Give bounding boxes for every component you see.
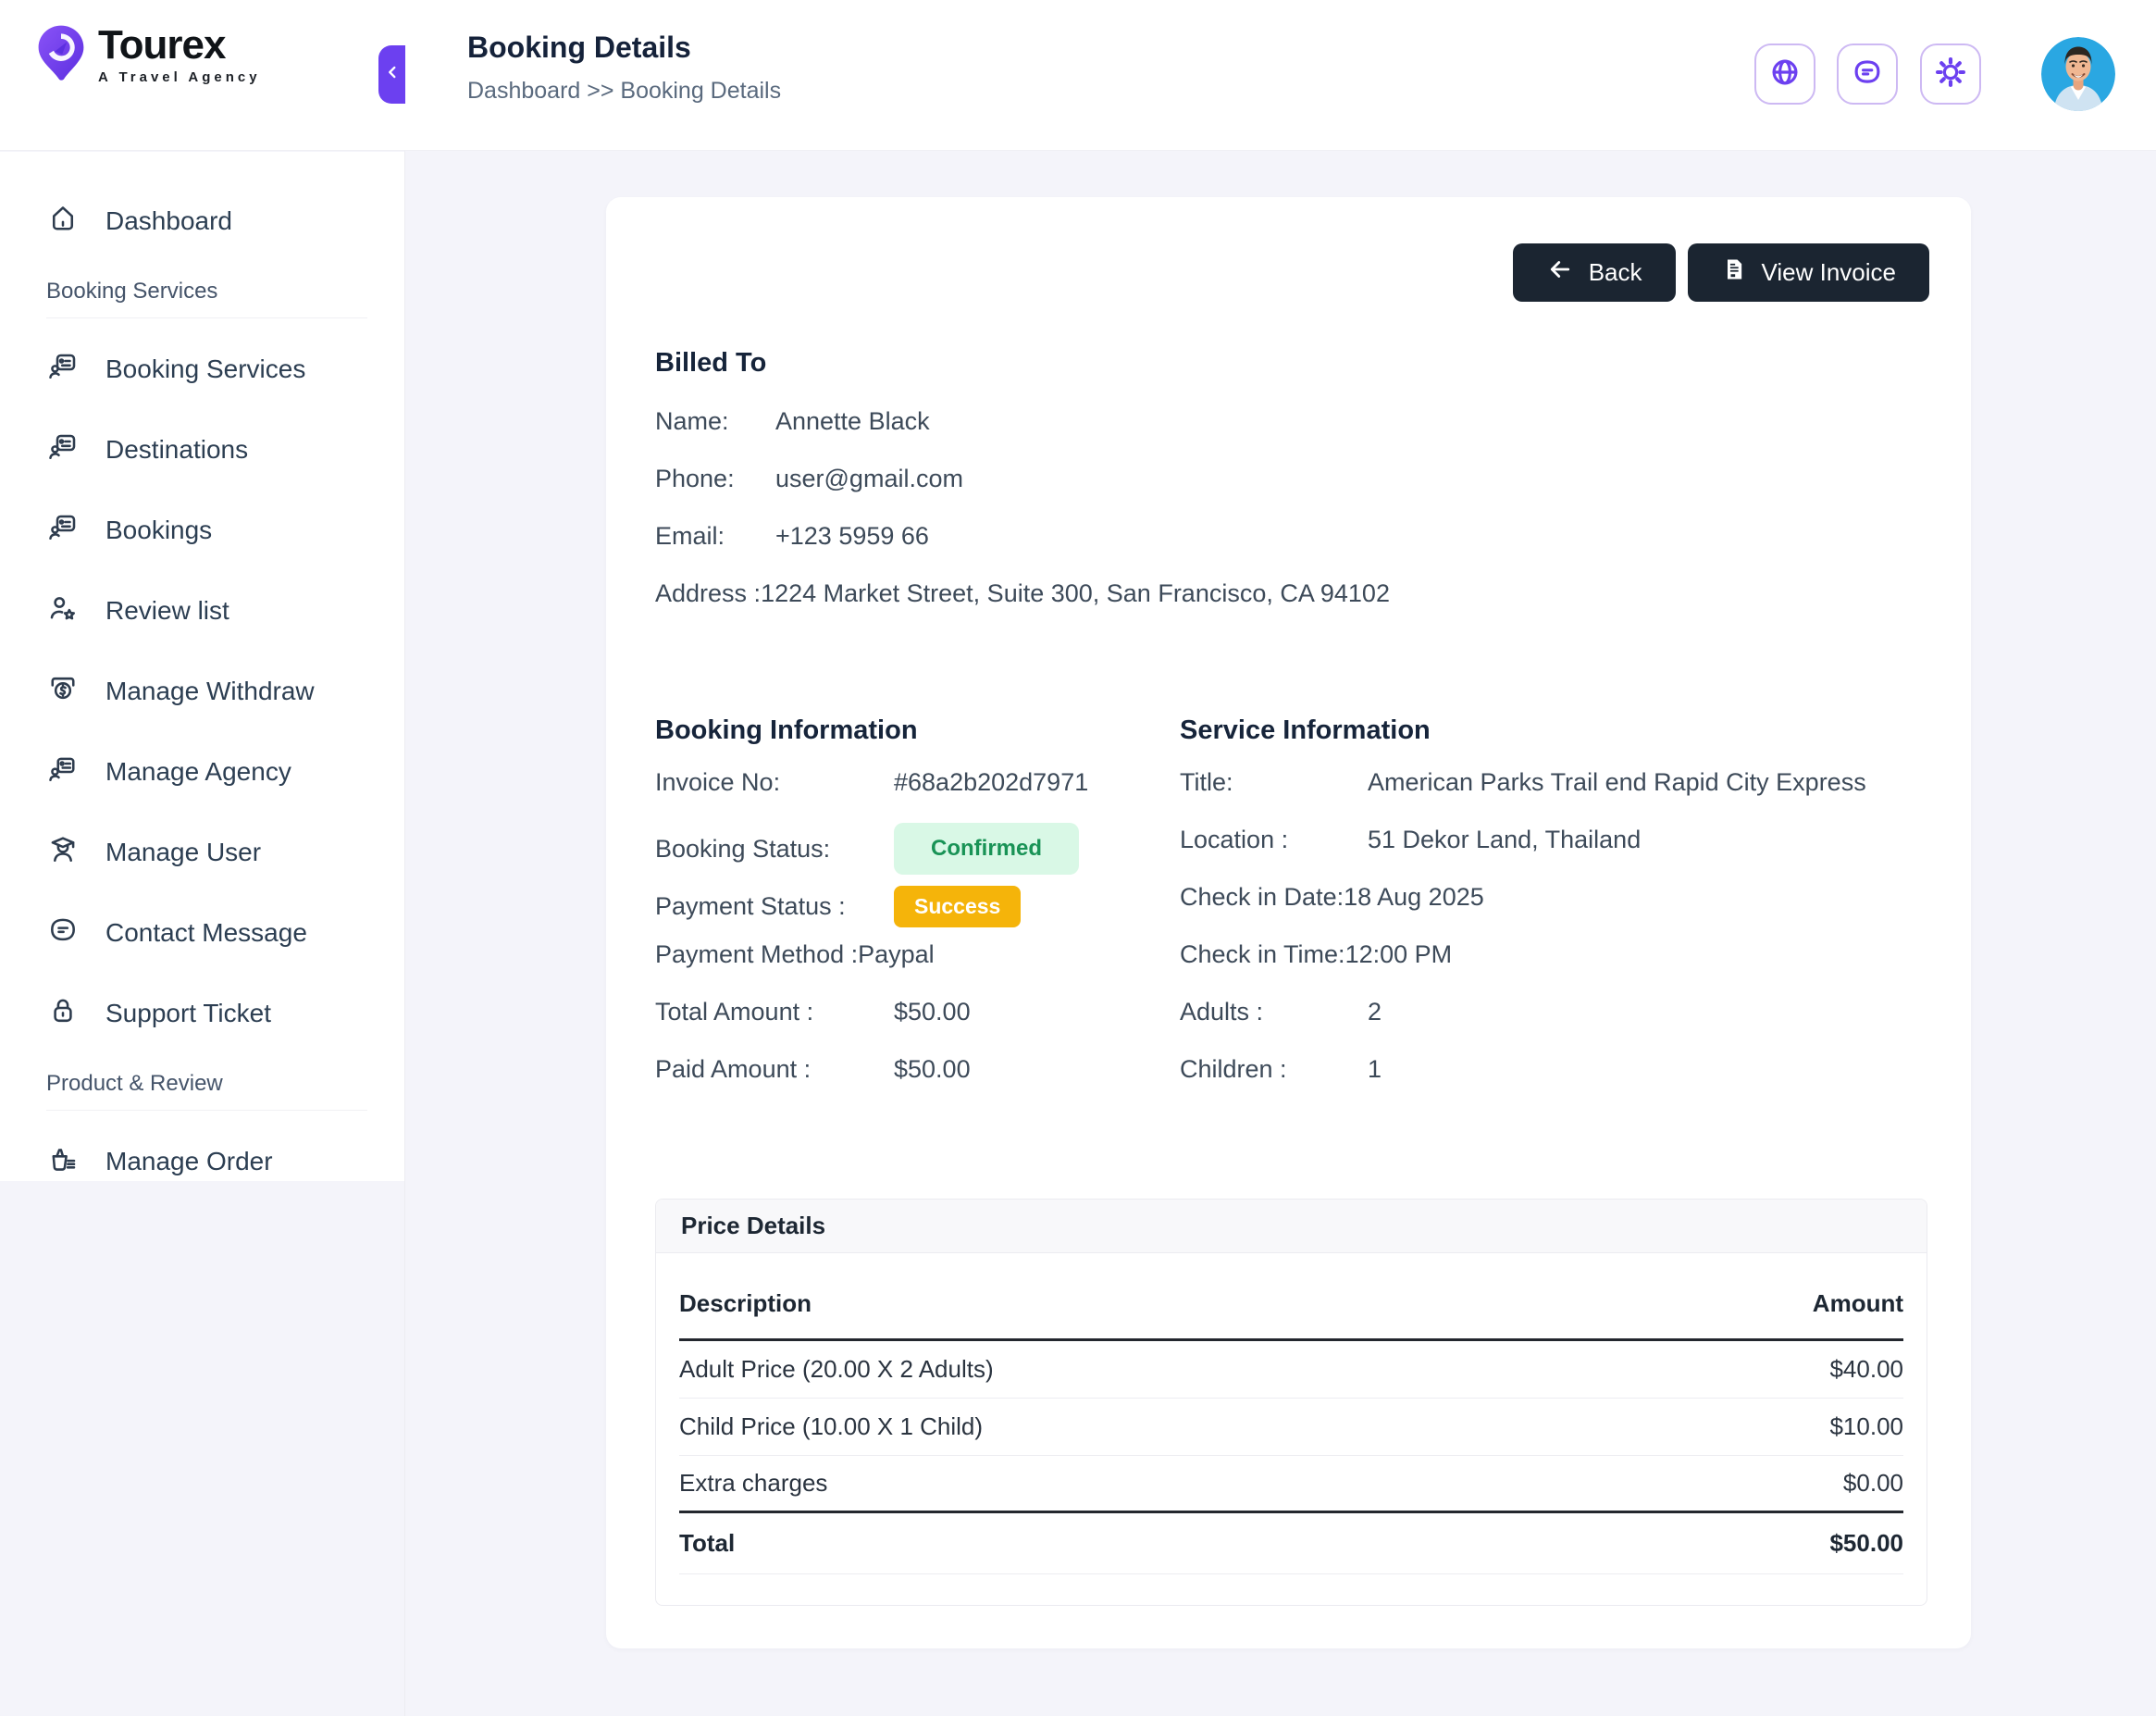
price-details-box: Price Details Description Amount Adult P… [655, 1199, 1927, 1606]
invoice-no-row: Invoice No: #68a2b202d7971 [655, 764, 1088, 801]
sidebar-section-product-review: Product & Review [46, 1071, 404, 1097]
sidebar-item-booking-services[interactable]: Booking Services [46, 346, 404, 392]
sidebar-item-bookings[interactable]: Bookings [46, 507, 404, 553]
sidebar-item-label: Destinations [105, 435, 248, 465]
back-button[interactable]: Back [1513, 243, 1676, 302]
sidebar-item-label: Dashboard [105, 206, 232, 236]
sidebar-item-contact-message[interactable]: Contact Message [46, 910, 404, 956]
graduate-icon [46, 833, 80, 873]
brand-logo[interactable]: Tourex A Travel Agency [37, 24, 261, 86]
invoice-document-icon [1721, 256, 1747, 289]
chat-person-icon [46, 430, 80, 470]
sidebar-item-label: Contact Message [105, 918, 307, 948]
children-row: Children : 1 [1180, 1051, 1382, 1088]
breadcrumb[interactable]: Dashboard >> Booking Details [467, 78, 781, 105]
chevron-left-icon [382, 62, 403, 87]
sidebar-item-label: Manage Agency [105, 757, 291, 787]
billed-to-heading: Billed To [655, 348, 766, 379]
billed-phone-row: Phone: user@gmail.com [655, 460, 963, 497]
billed-name-row: Name: Annette Black [655, 403, 930, 440]
language-button[interactable] [1754, 44, 1815, 105]
booking-status-badge: Confirmed [894, 823, 1079, 875]
gear-icon [1933, 55, 1968, 94]
sidebar: Dashboard Booking Services Booking Servi… [0, 152, 404, 1181]
sidebar-divider [46, 317, 367, 318]
sidebar-item-label: Bookings [105, 516, 212, 545]
sidebar-item-dashboard[interactable]: Dashboard [46, 198, 404, 244]
billed-address-row: Address : 1224 Market Street, Suite 300,… [655, 575, 1390, 612]
top-header: Tourex A Travel Agency Booking Details D… [0, 0, 2156, 151]
payment-status-badge: Success [894, 886, 1021, 927]
check-in-date-row: Check in Date: 18 Aug 2025 [1180, 878, 1484, 915]
service-location-row: Location : 51 Dekor Land, Thailand [1180, 821, 1641, 858]
lock-icon [46, 994, 80, 1034]
sidebar-item-manage-agency[interactable]: Manage Agency [46, 749, 404, 795]
sidebar-item-label: Review list [105, 596, 229, 626]
home-icon [46, 202, 80, 242]
billed-email-row: Email: +123 5959 66 [655, 517, 929, 554]
person-star-icon [46, 591, 80, 631]
table-row: Adult Price (20.00 X 2 Adults) $40.00 [679, 1341, 1903, 1399]
globe-icon [1767, 55, 1803, 94]
sidebar-item-support-ticket[interactable]: Support Ticket [46, 990, 404, 1037]
column-description: Description [679, 1289, 812, 1318]
sidebar-item-label: Manage Withdraw [105, 677, 315, 706]
sidebar-divider [46, 1110, 367, 1111]
sidebar-item-manage-user[interactable]: Manage User [46, 829, 404, 876]
check-in-time-row: Check in Time: 12:00 PM [1180, 936, 1452, 973]
brand-name: Tourex [98, 25, 261, 66]
price-table: Description Amount Adult Price (20.00 X … [656, 1253, 1927, 1574]
total-amount-row: Total Amount : $50.00 [655, 993, 971, 1030]
brand-pin-icon [37, 24, 85, 86]
page-title: Booking Details [467, 31, 781, 65]
settings-button[interactable] [1920, 44, 1981, 105]
sidebar-border-line [404, 0, 405, 1716]
table-total-row: Total $50.00 [679, 1513, 1903, 1574]
price-details-heading: Price Details [656, 1200, 1927, 1253]
messages-button[interactable] [1837, 44, 1898, 105]
view-invoice-button[interactable]: View Invoice [1688, 243, 1930, 302]
sidebar-collapse-button[interactable] [378, 45, 405, 104]
sidebar-section-booking-services: Booking Services [46, 279, 404, 305]
payment-status-row: Payment Status : Success [655, 880, 1021, 932]
booking-details-card: Back View Invoice Billed To Name: Annett… [606, 197, 1971, 1648]
sidebar-item-label: Manage User [105, 838, 261, 867]
booking-information-heading: Booking Information [655, 715, 918, 746]
payment-method-row: Payment Method : Paypal [655, 936, 935, 973]
chat-person-icon [46, 511, 80, 551]
sidebar-item-manage-order[interactable]: Manage Order [46, 1138, 404, 1185]
booking-status-row: Booking Status: Confirmed [655, 819, 1079, 878]
sidebar-item-label: Support Ticket [105, 999, 271, 1028]
column-amount: Amount [1813, 1289, 1903, 1318]
sidebar-item-manage-withdraw[interactable]: Manage Withdraw [46, 668, 404, 715]
service-title-row: Title: American Parks Trail end Rapid Ci… [1180, 764, 1866, 801]
sidebar-item-label: Booking Services [105, 354, 305, 384]
paid-amount-row: Paid Amount : $50.00 [655, 1051, 971, 1088]
withdraw-icon [46, 672, 80, 712]
id-card-icon [46, 752, 80, 792]
arrow-left-icon [1546, 255, 1574, 290]
service-information-heading: Service Information [1180, 715, 1431, 746]
message-icon [1850, 55, 1885, 94]
chat-person-icon [46, 350, 80, 390]
basket-icon [46, 1142, 80, 1182]
message-icon [46, 914, 80, 953]
sidebar-item-destinations[interactable]: Destinations [46, 427, 404, 473]
price-table-header: Description Amount [679, 1253, 1903, 1341]
sidebar-item-review-list[interactable]: Review list [46, 588, 404, 634]
adults-row: Adults : 2 [1180, 993, 1382, 1030]
user-avatar[interactable] [2041, 37, 2115, 111]
sidebar-item-label: Manage Order [105, 1147, 273, 1176]
table-row: Child Price (10.00 X 1 Child) $10.00 [679, 1399, 1903, 1456]
table-row: Extra charges $0.00 [679, 1456, 1903, 1513]
brand-tagline: A Travel Agency [98, 69, 261, 85]
